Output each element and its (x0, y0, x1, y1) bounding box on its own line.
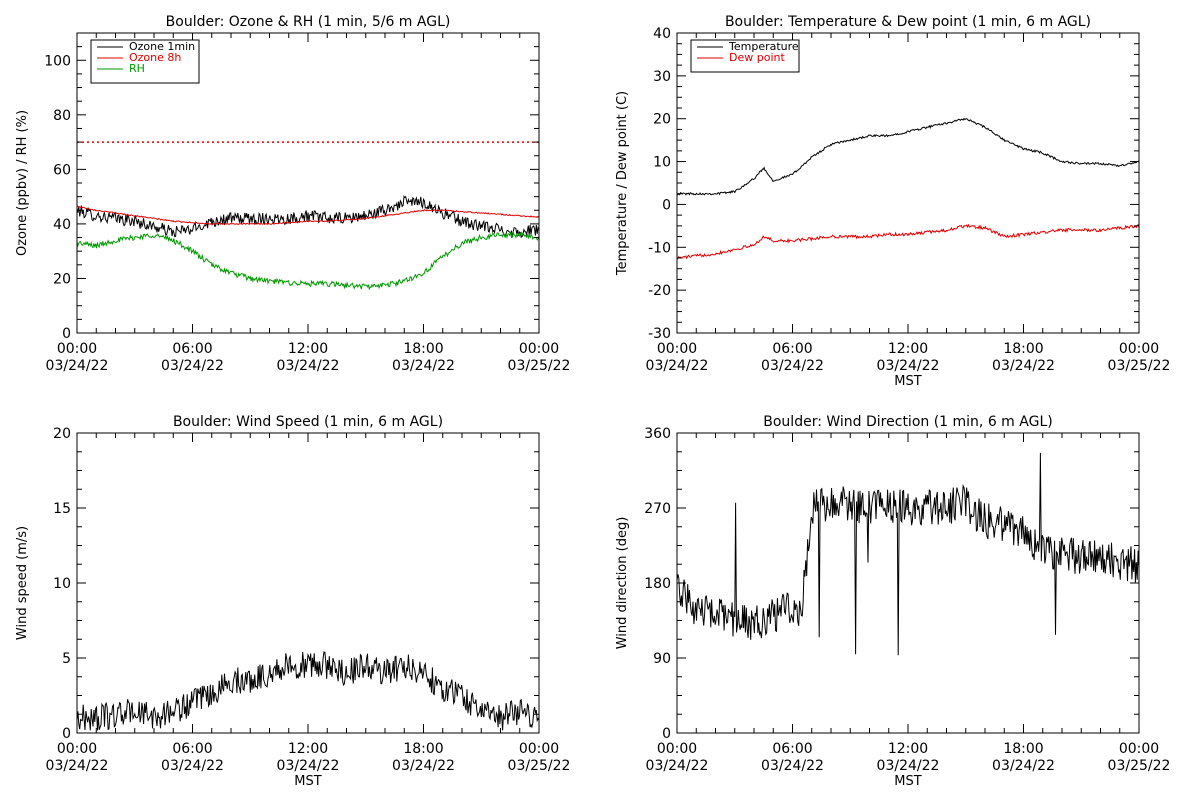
chart-title: Boulder: Temperature & Dew point (1 min,… (725, 14, 1091, 30)
x-tick-time-label: 18:00 (403, 741, 443, 757)
y-tick-label: 15 (53, 501, 71, 517)
x-tick-time-label: 00:00 (519, 341, 559, 357)
x-tick-date-label: 03/24/22 (761, 358, 824, 374)
x-tick-date-label: 03/24/22 (392, 758, 455, 774)
y-tick-label: 0 (62, 726, 71, 742)
plot-frame (676, 32, 1140, 334)
y-tick-label: 20 (653, 112, 671, 128)
chart-title: Boulder: Ozone & RH (1 min, 5/6 m AGL) (166, 14, 451, 30)
y-tick-label: 40 (653, 26, 671, 42)
x-tick-time-label: 00:00 (57, 741, 97, 757)
x-tick-date-label: 03/24/22 (761, 758, 824, 774)
y-tick-label: 100 (44, 53, 71, 69)
y-tick-label: 0 (662, 197, 671, 213)
x-tick-time-label: 00:00 (1119, 741, 1159, 757)
x-tick-time-label: 18:00 (403, 341, 443, 357)
y-axis-label: Ozone (ppbv) / RH (%) (15, 110, 30, 256)
x-tick-date-label: 03/24/22 (161, 758, 224, 774)
y-tick-label: 10 (53, 576, 71, 592)
x-tick-time-label: 18:00 (1003, 341, 1043, 357)
series-line-1 (76, 194, 540, 239)
x-tick-time-label: 00:00 (519, 741, 559, 757)
chart-title: Boulder: Wind Direction (1 min, 6 m AGL) (763, 414, 1052, 430)
y-tick-label: -20 (648, 283, 671, 299)
legend-label-2: Dew point (729, 51, 785, 64)
x-axis-label: MST (894, 374, 921, 389)
y-axis-label: Temperature / Dew point (C) (615, 91, 630, 276)
x-tick-time-label: 12:00 (888, 741, 928, 757)
x-tick-time-label: 00:00 (657, 341, 697, 357)
legend-label-1: Ozone 1min (129, 40, 195, 53)
panel-1: 02040608010000:0003/24/2206:0003/24/2212… (15, 14, 570, 374)
y-tick-label: 20 (53, 271, 71, 287)
y-tick-label: 90 (653, 651, 671, 667)
series-line-2 (76, 205, 540, 226)
x-tick-date-label: 03/24/22 (877, 758, 940, 774)
x-tick-date-label: 03/24/22 (46, 758, 109, 774)
legend-label-3: RH (129, 62, 145, 75)
legend-label-2: Ozone 8h (129, 51, 181, 64)
x-tick-time-label: 12:00 (888, 341, 928, 357)
y-tick-label: 5 (62, 651, 71, 667)
x-tick-date-label: 03/24/22 (646, 358, 709, 374)
legend-label-1: Temperature (728, 40, 799, 53)
x-tick-date-label: 03/24/22 (161, 358, 224, 374)
x-tick-date-label: 03/24/22 (277, 358, 340, 374)
panel-3: 0510152000:0003/24/2206:0003/24/2212:000… (15, 414, 570, 789)
x-tick-time-label: 06:00 (172, 741, 212, 757)
y-tick-label: 10 (653, 155, 671, 171)
x-tick-date-label: 03/24/22 (992, 358, 1055, 374)
x-tick-date-label: 03/24/22 (392, 358, 455, 374)
x-tick-time-label: 18:00 (1003, 741, 1043, 757)
y-tick-label: 0 (662, 726, 671, 742)
y-tick-label: 40 (53, 217, 71, 233)
series-line-1 (76, 651, 540, 731)
x-tick-date-label: 03/25/22 (508, 358, 571, 374)
y-tick-label: 20 (53, 426, 71, 442)
panel-4: 09018027036000:0003/24/2206:0003/24/2212… (615, 414, 1170, 789)
series-line-1 (676, 452, 1140, 656)
plot-frame (76, 432, 540, 734)
y-tick-label: 60 (53, 162, 71, 178)
x-tick-time-label: 06:00 (772, 741, 812, 757)
x-tick-date-label: 03/24/22 (46, 358, 109, 374)
x-axis-label: MST (294, 774, 321, 789)
x-tick-time-label: 12:00 (288, 341, 328, 357)
series-line-3 (76, 230, 540, 291)
y-tick-label: 180 (644, 576, 671, 592)
x-tick-time-label: 06:00 (772, 341, 812, 357)
y-tick-label: -10 (648, 240, 671, 256)
chart-title: Boulder: Wind Speed (1 min, 6 m AGL) (173, 414, 443, 430)
plot-frame (676, 432, 1140, 734)
x-tick-time-label: 00:00 (657, 741, 697, 757)
y-tick-label: 270 (644, 501, 671, 517)
x-tick-date-label: 03/25/22 (1108, 358, 1171, 374)
y-tick-label: 80 (53, 108, 71, 124)
x-tick-date-label: 03/24/22 (277, 758, 340, 774)
y-axis-label: Wind direction (deg) (615, 517, 630, 650)
x-tick-time-label: 06:00 (172, 341, 212, 357)
x-tick-date-label: 03/24/22 (877, 358, 940, 374)
x-tick-time-label: 12:00 (288, 741, 328, 757)
series-line-1 (677, 117, 1140, 196)
legend-box (690, 39, 800, 73)
x-tick-date-label: 03/24/22 (992, 758, 1055, 774)
y-axis-label: Wind speed (m/s) (15, 526, 30, 640)
x-tick-time-label: 00:00 (57, 341, 97, 357)
y-tick-label: -30 (648, 326, 671, 342)
panel-2: -30-20-1001020304000:0003/24/2206:0003/2… (615, 14, 1170, 389)
y-tick-label: 360 (644, 426, 671, 442)
series-line-2 (676, 223, 1140, 260)
y-tick-label: 30 (653, 69, 671, 85)
y-tick-label: 0 (62, 326, 71, 342)
x-tick-date-label: 03/24/22 (646, 758, 709, 774)
x-tick-date-label: 03/25/22 (1108, 758, 1171, 774)
x-tick-time-label: 00:00 (1119, 341, 1159, 357)
x-axis-label: MST (894, 774, 921, 789)
x-tick-date-label: 03/25/22 (508, 758, 571, 774)
